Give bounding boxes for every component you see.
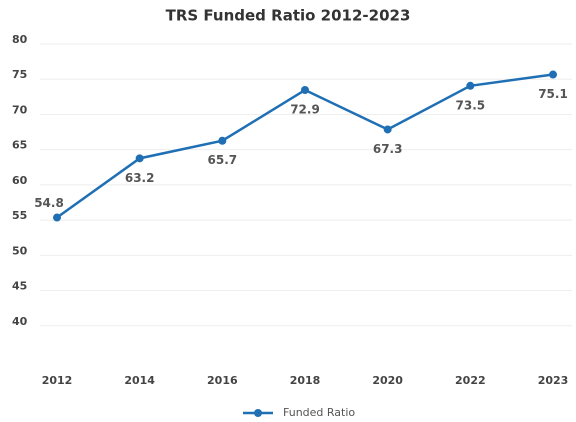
chart-title: TRS Funded Ratio 2012-2023 — [166, 7, 411, 25]
point — [549, 70, 557, 79]
data-label: 67.3 — [373, 142, 403, 156]
y-tick-label: 55 — [12, 209, 27, 222]
point — [466, 81, 475, 90]
x-tick-label: 2012 — [42, 374, 73, 387]
data-label: 63.2 — [125, 171, 155, 185]
y-tick-label: 60 — [12, 174, 28, 187]
x-tick-label: 2014 — [124, 374, 155, 387]
point — [218, 136, 227, 145]
line — [56, 73, 554, 219]
data-label: 72.9 — [290, 103, 320, 117]
x-tick-label: 2018 — [290, 374, 321, 387]
y-tick-label: 80 — [12, 33, 28, 46]
data-label: 54.8 — [34, 196, 64, 210]
y-tick-label: 50 — [12, 244, 28, 257]
point — [53, 213, 61, 222]
x-tick-label: 2023 — [538, 374, 569, 387]
x-tick-label: 2016 — [207, 374, 238, 387]
y-tick-label: 40 — [12, 315, 28, 328]
data-label: 65.7 — [208, 153, 238, 167]
y-tick-label: 70 — [12, 103, 28, 116]
legend-marker — [254, 409, 262, 417]
data-label: 73.5 — [456, 98, 486, 112]
point — [135, 154, 144, 163]
y-tick-label: 75 — [12, 68, 27, 81]
y-tick-label: 65 — [12, 139, 27, 152]
point — [383, 125, 392, 134]
legend-label: Funded Ratio — [283, 406, 355, 419]
point — [301, 86, 309, 95]
y-tick-label: 45 — [12, 280, 27, 293]
data-label: 75.1 — [538, 87, 568, 101]
x-tick-label: 2022 — [455, 374, 486, 387]
x-tick-label: 2020 — [372, 374, 403, 387]
